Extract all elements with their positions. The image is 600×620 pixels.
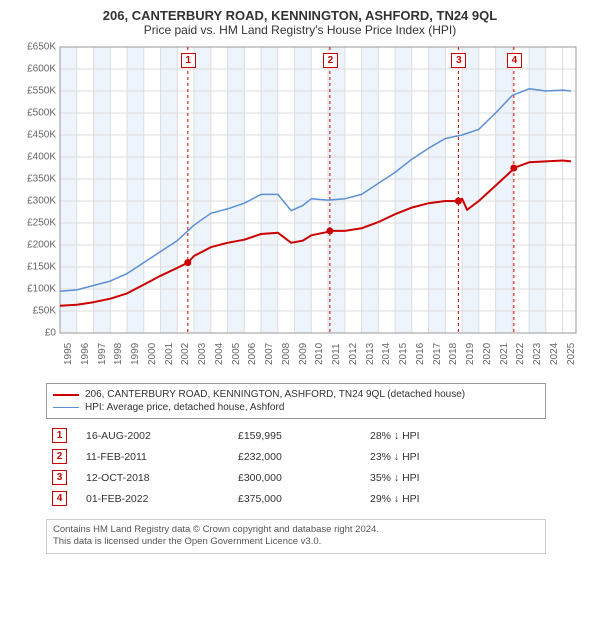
table-row: 1 16-AUG-2002£159,99528% ↓ HPI <box>46 425 546 446</box>
table-row: 4 01-FEB-2022£375,00029% ↓ HPI <box>46 488 546 509</box>
x-axis-label: 2021 <box>499 343 510 365</box>
legend-item: HPI: Average price, detached house, Ashf… <box>53 401 539 414</box>
sales-table: 1 16-AUG-2002£159,99528% ↓ HPI 2 11-FEB-201… <box>46 425 546 509</box>
chart-area: £0 £50K £100K £150K £200K £250K £300K £350K £400… <box>20 43 580 373</box>
legend-item: 206, CANTERBURY ROAD, KENNINGTON, ASHFOR… <box>53 388 539 401</box>
sale-index-box: 2 <box>52 449 67 464</box>
y-axis-label: £400K <box>20 152 56 163</box>
sale-price: £159,995 <box>232 425 364 446</box>
sale-vs-hpi: 35% ↓ HPI <box>364 467 546 488</box>
sale-price: £300,000 <box>232 467 364 488</box>
x-axis-label: 2000 <box>147 343 158 365</box>
x-axis-label: 2011 <box>331 343 342 365</box>
y-axis-label: £100K <box>20 284 56 295</box>
sale-marker-4: 4 <box>507 53 522 68</box>
x-axis-label: 2010 <box>314 343 325 365</box>
y-axis-label: £450K <box>20 130 56 141</box>
x-axis-label: 1995 <box>63 343 74 365</box>
y-axis-label: £200K <box>20 240 56 251</box>
x-axis-label: 2013 <box>365 343 376 365</box>
legend-swatch <box>53 407 79 408</box>
y-axis-label: £0 <box>20 328 56 339</box>
sale-index-box: 4 <box>52 491 67 506</box>
sale-marker-2: 2 <box>323 53 338 68</box>
chart-subtitle: Price paid vs. HM Land Registry's House … <box>10 23 590 37</box>
price-chart <box>20 43 580 373</box>
legend: 206, CANTERBURY ROAD, KENNINGTON, ASHFOR… <box>46 383 546 419</box>
y-axis-label: £500K <box>20 108 56 119</box>
x-axis-label: 2025 <box>566 343 577 365</box>
x-axis-label: 1998 <box>113 343 124 365</box>
x-axis-label: 1997 <box>97 343 108 365</box>
x-axis-label: 2016 <box>415 343 426 365</box>
sale-index-box: 1 <box>52 428 67 443</box>
table-row: 3 12-OCT-2018£300,00035% ↓ HPI <box>46 467 546 488</box>
y-axis-label: £650K <box>20 42 56 53</box>
x-axis-label: 2015 <box>398 343 409 365</box>
x-axis-label: 2008 <box>281 343 292 365</box>
x-axis-label: 2017 <box>432 343 443 365</box>
x-axis-label: 2012 <box>348 343 359 365</box>
sale-index-box: 3 <box>52 470 67 485</box>
sale-vs-hpi: 23% ↓ HPI <box>364 446 546 467</box>
x-axis-label: 2018 <box>448 343 459 365</box>
y-axis-label: £50K <box>20 306 56 317</box>
x-axis-label: 2004 <box>214 343 225 365</box>
x-axis-label: 2001 <box>164 343 175 365</box>
legend-label: 206, CANTERBURY ROAD, KENNINGTON, ASHFOR… <box>85 389 465 400</box>
sale-date: 12-OCT-2018 <box>80 467 232 488</box>
y-axis-label: £600K <box>20 64 56 75</box>
y-axis-label: £550K <box>20 86 56 97</box>
x-axis-label: 2002 <box>180 343 191 365</box>
table-row: 2 11-FEB-2011£232,00023% ↓ HPI <box>46 446 546 467</box>
sale-vs-hpi: 29% ↓ HPI <box>364 488 546 509</box>
x-axis-label: 2020 <box>482 343 493 365</box>
legend-label: HPI: Average price, detached house, Ashf… <box>85 402 284 413</box>
x-axis-label: 2006 <box>247 343 258 365</box>
sale-marker-1: 1 <box>181 53 196 68</box>
x-axis-label: 2019 <box>465 343 476 365</box>
x-axis-label: 1999 <box>130 343 141 365</box>
sale-price: £375,000 <box>232 488 364 509</box>
y-axis-label: £250K <box>20 218 56 229</box>
y-axis-label: £150K <box>20 262 56 273</box>
x-axis-label: 2005 <box>231 343 242 365</box>
x-axis-label: 2022 <box>515 343 526 365</box>
x-axis-label: 2023 <box>532 343 543 365</box>
x-axis-label: 2014 <box>381 343 392 365</box>
x-axis-label: 1996 <box>80 343 91 365</box>
y-axis-label: £350K <box>20 174 56 185</box>
sale-marker-3: 3 <box>451 53 466 68</box>
data-attribution: Contains HM Land Registry data © Crown c… <box>46 519 546 554</box>
x-axis-label: 2009 <box>298 343 309 365</box>
chart-title: 206, CANTERBURY ROAD, KENNINGTON, ASHFOR… <box>10 8 590 23</box>
y-axis-label: £300K <box>20 196 56 207</box>
attribution-line-2: This data is licensed under the Open Gov… <box>53 536 539 548</box>
x-axis-label: 2007 <box>264 343 275 365</box>
sale-date: 11-FEB-2011 <box>80 446 232 467</box>
sale-date: 01-FEB-2022 <box>80 488 232 509</box>
legend-swatch <box>53 394 79 396</box>
sale-date: 16-AUG-2002 <box>80 425 232 446</box>
sale-vs-hpi: 28% ↓ HPI <box>364 425 546 446</box>
x-axis-label: 2003 <box>197 343 208 365</box>
x-axis-label: 2024 <box>549 343 560 365</box>
sale-price: £232,000 <box>232 446 364 467</box>
attribution-line-1: Contains HM Land Registry data © Crown c… <box>53 524 539 536</box>
